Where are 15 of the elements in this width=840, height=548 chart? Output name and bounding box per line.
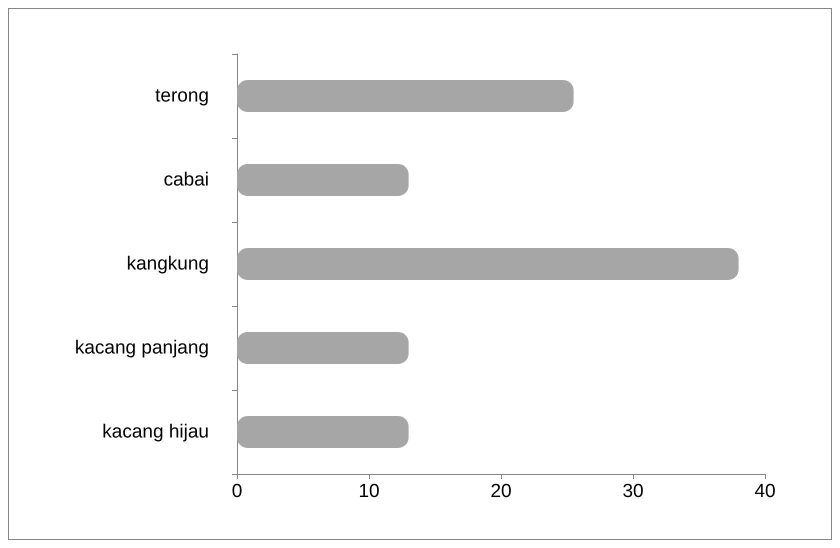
x-tick-label: 30 — [622, 481, 644, 502]
y-tick-label: kacang panjang — [74, 338, 209, 358]
y-tick-label: kacang hijau — [102, 422, 209, 442]
bar — [237, 164, 409, 196]
x-tick-label: 40 — [754, 481, 776, 502]
x-tick-label: 10 — [358, 481, 380, 502]
y-tick-label: kangkung — [126, 254, 209, 274]
bar — [237, 80, 574, 112]
x-tick-label: 20 — [490, 481, 512, 502]
bar — [237, 248, 739, 280]
x-tick-label: 0 — [232, 481, 242, 502]
bar — [237, 332, 409, 364]
y-tick-label: terong — [155, 86, 209, 106]
bar — [237, 416, 409, 448]
y-tick-label: cabai — [164, 170, 209, 190]
